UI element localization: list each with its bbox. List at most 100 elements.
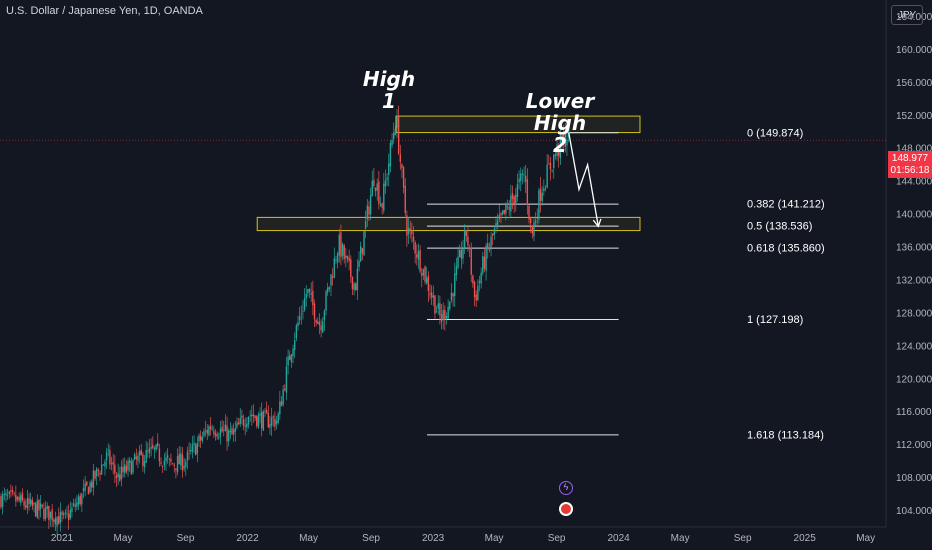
candle-body [91, 481, 93, 488]
candle-body [173, 464, 175, 467]
candle-body [396, 117, 398, 128]
candle-body [120, 466, 123, 480]
candle-body [513, 196, 515, 204]
candle-body [186, 451, 189, 461]
currency-button[interactable]: JPY [891, 5, 923, 25]
candle-body [211, 428, 213, 430]
projection-arrow-path [568, 132, 599, 227]
candle-body [59, 511, 62, 523]
candle-body [20, 495, 22, 503]
candle-body [551, 169, 553, 171]
x-tick-label: 2023 [422, 533, 445, 544]
candle-body [155, 444, 157, 450]
candle-body [267, 413, 269, 428]
candle-body [313, 303, 316, 320]
candle-body [501, 210, 504, 215]
x-tick-label: Sep [362, 533, 380, 544]
candle-body [264, 410, 266, 412]
candle-body [406, 215, 408, 236]
candle-body [434, 295, 436, 314]
candle-body [56, 517, 58, 527]
flash-event-icon[interactable]: ϟ [559, 481, 573, 495]
candle-body [374, 187, 377, 192]
candle-body [444, 309, 446, 321]
candle-body [241, 415, 243, 418]
candle-body [529, 217, 532, 223]
candle-body [500, 213, 502, 216]
candle-body [160, 462, 162, 464]
candle-body [195, 444, 197, 456]
candle-body [419, 249, 421, 272]
high-annotation: High 1 [360, 68, 418, 112]
current-price-label: 148.977 [891, 153, 929, 164]
candle-body [138, 451, 141, 456]
candle-body [251, 414, 253, 417]
candle-body [290, 354, 293, 363]
candle-body [480, 272, 482, 284]
candle-body [348, 257, 350, 261]
candle-body [285, 366, 288, 393]
candle-body [516, 184, 519, 198]
lower-zone [256, 216, 641, 232]
candle-body [455, 266, 458, 276]
candle-body [16, 496, 19, 500]
candle-body [213, 430, 215, 434]
candle-body [340, 232, 342, 257]
candle-body [294, 340, 296, 351]
candle-body [373, 179, 375, 187]
high-annotation-line2: 1 [382, 89, 396, 113]
candle-body [33, 502, 35, 505]
candle-body [198, 435, 200, 442]
candle-body [549, 162, 552, 170]
candle-body [399, 154, 401, 162]
candle-body [430, 292, 433, 298]
candle-body [142, 454, 144, 466]
candle-body [13, 493, 15, 494]
candle-body [129, 459, 131, 463]
candle-body [467, 236, 469, 246]
candle-body [82, 488, 85, 492]
candle-body [89, 482, 91, 493]
candle-body [39, 503, 42, 509]
candle-body [140, 449, 142, 455]
candle-body [31, 500, 34, 507]
us-flag-event-icon[interactable] [559, 502, 573, 516]
candle-body [358, 260, 360, 268]
candle-body [180, 453, 182, 466]
candle-body [439, 303, 441, 316]
candle-body [163, 460, 166, 466]
candle-body [1, 494, 4, 508]
candle-body [409, 228, 411, 231]
fib-level-label: 0 (149.874) [747, 127, 803, 139]
candle-body [61, 512, 63, 515]
candle-body [422, 268, 425, 276]
candle-body [48, 505, 50, 521]
candle-body [559, 135, 562, 159]
candle-body [8, 491, 10, 494]
candle-body [199, 435, 202, 441]
candle-body [162, 465, 164, 467]
candle-body [26, 498, 29, 508]
candle-body [219, 428, 222, 437]
candle-body [558, 146, 560, 156]
candle-body [158, 448, 161, 462]
candle-body [87, 487, 90, 495]
candle-body [472, 275, 474, 284]
y-tick-label: 136.000 [896, 243, 932, 254]
candle-body [239, 417, 241, 424]
candle-body [394, 128, 397, 135]
candle-body [561, 134, 563, 141]
candle-body [295, 325, 298, 339]
candle-body [201, 436, 203, 441]
candle-body [287, 356, 289, 366]
high-annotation-line1: High [362, 67, 416, 91]
candle-body [421, 273, 423, 276]
candle-body [133, 454, 136, 460]
projection-arrow-head [592, 218, 602, 228]
candle-body [284, 388, 286, 391]
candle-body [300, 313, 302, 315]
candle-body [432, 295, 434, 299]
y-tick-label: 112.000 [896, 440, 932, 451]
candle-body [143, 461, 146, 468]
